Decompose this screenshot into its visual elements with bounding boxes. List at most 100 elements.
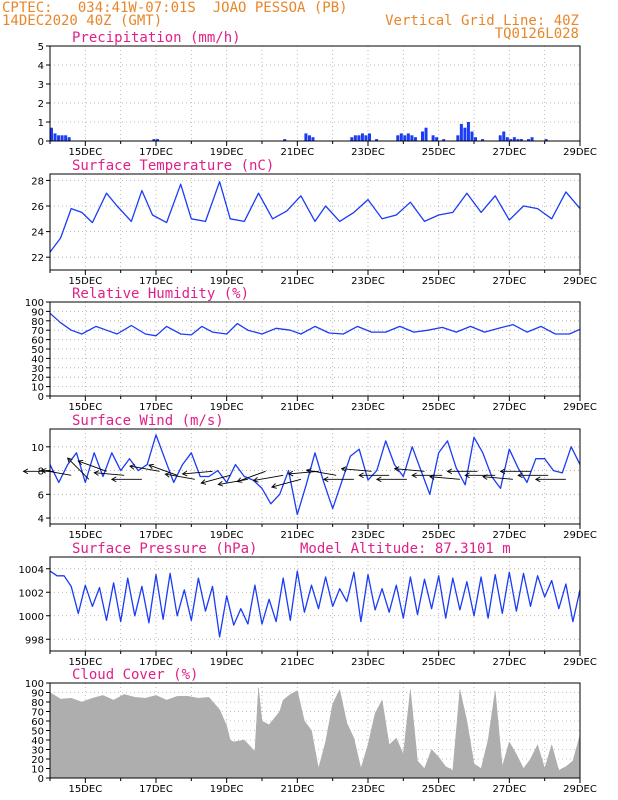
x-tick-label: 21DEC [280, 530, 314, 541]
wind-arrow-head [534, 476, 541, 483]
header-station: CPTEC: 034:41W-07:01S JOAO PESSOA (PB) [2, 0, 348, 16]
y-tick-label: 40 [31, 736, 44, 747]
precip-bar [368, 133, 371, 141]
y-tick-label: 24 [31, 228, 44, 239]
wind-arrow-head [181, 470, 188, 477]
wind-arrow [464, 472, 496, 479]
wind-frame [49, 428, 581, 525]
x-tick-label: 23DEC [351, 276, 385, 287]
x-tick-label: 17DEC [139, 784, 173, 795]
y-tick-label: 100 [25, 298, 44, 309]
y-tick-label: 20 [31, 755, 44, 766]
precip-bar [459, 123, 463, 141]
y-tick-label: 100 [25, 679, 44, 690]
precip-bar [399, 133, 403, 141]
pressure-panel: 998 1000 1002 1004 15DEC 17DEC 19DEC 21DEC 23DEC… [19, 541, 597, 668]
y-tick-label: 30 [31, 746, 44, 757]
precip-bar [463, 127, 467, 141]
wind-arrow [93, 470, 125, 476]
x-tick-label: 21DEC [280, 784, 314, 795]
precip-panel: 0 1 2 3 4 5 15DEC 17DEC 19DEC 21DEC 23DEC 25DEC 27DE… [38, 30, 597, 158]
precip-bar [350, 137, 354, 141]
y-tick-label: 0 [38, 774, 44, 785]
wind-arrow-head [77, 459, 84, 466]
wind-arrow [305, 468, 337, 476]
wind-arrow-head [287, 470, 294, 477]
x-tick-label: 23DEC [351, 784, 385, 795]
y-tick-label: 70 [31, 708, 44, 719]
x-tick-label: 17DEC [139, 657, 173, 668]
y-tick-label: 50 [31, 727, 44, 738]
precip-bar [424, 127, 428, 141]
cloud-area [49, 687, 581, 779]
precip-bar [307, 135, 311, 141]
temp-frame [49, 173, 581, 271]
y-tick-label: 70 [31, 326, 44, 337]
x-tick-label: 23DEC [351, 657, 385, 668]
x-tick-label: 17DEC [139, 147, 173, 158]
wind-arrow [77, 459, 107, 472]
y-tick-label: 30 [31, 364, 44, 375]
precip-bar [456, 135, 460, 141]
wind-arrow-head [93, 470, 100, 476]
x-tick-label: 21DEC [280, 402, 314, 413]
precip-bar [466, 122, 470, 141]
y-tick-label: 1002 [19, 588, 44, 599]
wind-arrow-head [393, 466, 400, 472]
precip-bar [406, 133, 410, 141]
wind-arrow-shaft [237, 470, 266, 482]
wind-arrow-shaft [306, 469, 337, 476]
y-tick-label: 1000 [19, 612, 44, 623]
x-tick-label: 25DEC [422, 276, 456, 287]
y-tick-label: 0 [38, 392, 44, 403]
precip-bar [421, 131, 424, 141]
wind-arrow-head [252, 477, 259, 483]
y-tick-label: 80 [31, 317, 44, 328]
x-tick-label: 29DEC [563, 276, 597, 287]
x-tick-label: 19DEC [210, 784, 244, 795]
y-tick-label: 20 [31, 373, 44, 384]
y-tick-label: 5 [38, 42, 44, 53]
wind-arrow-head [322, 476, 329, 483]
precip-title: Precipitation (mm/h) [72, 30, 241, 46]
wind-arrow-head [499, 468, 506, 475]
y-tick-label: 6 [38, 490, 44, 501]
precip-bar [530, 137, 534, 141]
x-tick-label: 17DEC [139, 276, 173, 287]
y-tick-label: 50 [31, 345, 44, 356]
wind-arrow [340, 466, 372, 472]
precip-bar [509, 139, 513, 141]
x-tick-label: 15DEC [68, 402, 102, 413]
wind-arrow-head [200, 479, 207, 485]
precip-bar [505, 137, 509, 141]
y-tick-label: 0 [38, 137, 44, 148]
wind-arrow-shaft [341, 468, 372, 472]
x-tick-label: 29DEC [563, 147, 597, 158]
wind-arrow-head [66, 457, 73, 464]
wind-arrow-shaft [271, 478, 301, 488]
cloud-title: Cloud Cover (%) [72, 667, 198, 683]
x-tick-label: 25DEC [422, 147, 456, 158]
header-grid-line: Vertical Grid Line: 40Z [385, 13, 579, 29]
precip-bar [481, 139, 485, 141]
x-tick-label: 17DEC [139, 402, 173, 413]
y-tick-label: 90 [31, 307, 44, 318]
x-tick-label: 25DEC [422, 530, 456, 541]
y-tick-label: 90 [31, 689, 44, 700]
x-tick-label: 29DEC [563, 784, 597, 795]
precip-bar [502, 131, 506, 141]
precip-bar [474, 137, 477, 141]
wind-arrow [499, 468, 531, 475]
pressure-title: Surface Pressure (hPa) [72, 541, 257, 557]
precip-bar [311, 137, 315, 141]
temp-line [49, 181, 581, 253]
x-tick-label: 15DEC [68, 657, 102, 668]
wind-arrow [252, 474, 284, 483]
wind-arrow-head [148, 463, 155, 470]
x-tick-label: 27DEC [492, 147, 526, 158]
y-tick-label: 80 [31, 698, 44, 709]
y-tick-label: 10 [31, 383, 44, 394]
precip-bar [50, 127, 53, 141]
y-tick-label: 998 [25, 635, 44, 646]
